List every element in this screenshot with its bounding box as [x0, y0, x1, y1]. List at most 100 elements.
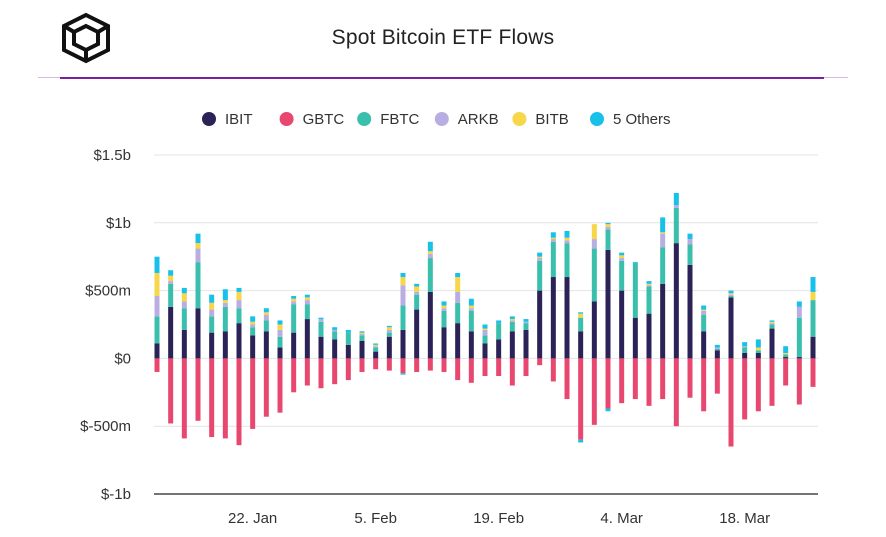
bar-fbtc	[305, 304, 310, 319]
bar-fbtc	[223, 307, 228, 331]
bar-arkb	[196, 249, 201, 263]
bar-ibit	[742, 353, 747, 358]
bar-gbtc	[633, 358, 638, 399]
bar-bitb	[155, 273, 160, 296]
bar-5-others	[291, 296, 296, 299]
bar-ibit	[278, 348, 283, 359]
bar-fbtc	[660, 247, 665, 284]
bar-bitb	[756, 348, 761, 351]
bar-fbtc	[811, 300, 816, 337]
bar-5-others	[414, 284, 419, 287]
bar-gbtc	[168, 358, 173, 423]
bar-bitb	[168, 276, 173, 281]
bar-5-others	[209, 295, 214, 303]
bar-bitb	[510, 319, 515, 320]
bar-arkb	[168, 281, 173, 284]
bar-fbtc	[319, 322, 324, 337]
bar-ibit	[442, 327, 447, 358]
bar-5-others	[223, 289, 228, 300]
bar-ibit	[155, 343, 160, 358]
bar-5-others	[483, 325, 488, 329]
bar-ibit	[797, 357, 802, 358]
bar-gbtc	[237, 358, 242, 445]
bar-ibit	[674, 243, 679, 358]
bar-gbtc	[291, 358, 296, 392]
bar-bitb	[223, 300, 228, 303]
bar-ibit	[660, 284, 665, 359]
legend-marker	[280, 112, 294, 126]
bar-bitb	[647, 284, 652, 285]
bar-gbtc	[797, 358, 802, 404]
bar-arkb	[674, 205, 679, 208]
bar-fbtc	[278, 337, 283, 348]
bar-arkb	[209, 310, 214, 317]
y-tick-label: $-1b	[101, 486, 131, 503]
bar-bitb	[619, 255, 624, 258]
bar-ibit	[633, 318, 638, 359]
bar-ibit	[510, 331, 515, 358]
bar-fbtc	[483, 335, 488, 343]
bar-fbtc	[332, 331, 337, 339]
bar-5-others	[674, 193, 679, 205]
bar-gbtc	[537, 358, 542, 365]
y-tick-label: $-500m	[80, 418, 131, 435]
bar-bitb	[701, 310, 706, 311]
bar-arkb	[770, 323, 775, 324]
bar-ibit	[619, 291, 624, 359]
y-tick-label: $0	[114, 350, 131, 367]
bar-5-others	[182, 288, 187, 293]
legend-label: FBTC	[380, 111, 419, 128]
bar-fbtc	[401, 306, 406, 330]
bar-fbtc	[209, 316, 214, 332]
bar-ibit	[578, 331, 583, 358]
bar-arkb	[483, 330, 488, 335]
y-tick-label: $500m	[85, 283, 131, 300]
bar-fbtc	[510, 322, 515, 331]
bar-fbtc	[387, 333, 392, 337]
bar-ibit	[373, 352, 378, 359]
bar-gbtc	[770, 358, 775, 405]
legend-label: IBIT	[225, 111, 253, 128]
bar-gbtc	[278, 358, 283, 412]
bar-bitb	[237, 292, 242, 300]
bar-fbtc	[701, 315, 706, 331]
bar-5-others	[606, 409, 611, 412]
bar-5-others	[168, 270, 173, 275]
bar-arkb	[797, 307, 802, 318]
bar-arkb	[524, 322, 529, 323]
bar-ibit	[715, 350, 720, 358]
bar-5-others	[387, 326, 392, 327]
bar-5-others	[729, 291, 734, 294]
bar-fbtc	[442, 311, 447, 327]
bar-5-others	[606, 223, 611, 224]
bar-fbtc	[346, 333, 351, 345]
bar-gbtc	[510, 358, 515, 385]
bar-gbtc	[250, 358, 255, 429]
bar-ibit	[688, 265, 693, 359]
bar-fbtc	[674, 208, 679, 243]
bar-arkb	[332, 330, 337, 331]
bar-5-others	[442, 301, 447, 305]
bar-ibit	[360, 341, 365, 359]
bar-5-others	[196, 234, 201, 243]
bar-gbtc	[660, 358, 665, 399]
bar-5-others	[756, 339, 761, 347]
bar-gbtc	[729, 358, 734, 446]
bar-ibit	[756, 353, 761, 358]
bar-5-others	[715, 345, 720, 348]
legend-label: ARKB	[458, 111, 499, 128]
legend-marker	[202, 112, 216, 126]
x-tick-label: 22. Jan	[228, 510, 277, 527]
bar-arkb	[469, 308, 474, 311]
bar-gbtc	[701, 358, 706, 411]
legend-label: GBTC	[303, 111, 345, 128]
bar-arkb	[510, 320, 515, 321]
bar-ibit	[647, 314, 652, 359]
bar-arkb	[264, 315, 269, 320]
bar-5-others	[510, 316, 515, 319]
bar-gbtc	[483, 358, 488, 376]
bar-ibit	[606, 250, 611, 358]
bar-arkb	[455, 292, 460, 303]
bar-bitb	[660, 232, 665, 233]
bar-bitb	[209, 303, 214, 310]
